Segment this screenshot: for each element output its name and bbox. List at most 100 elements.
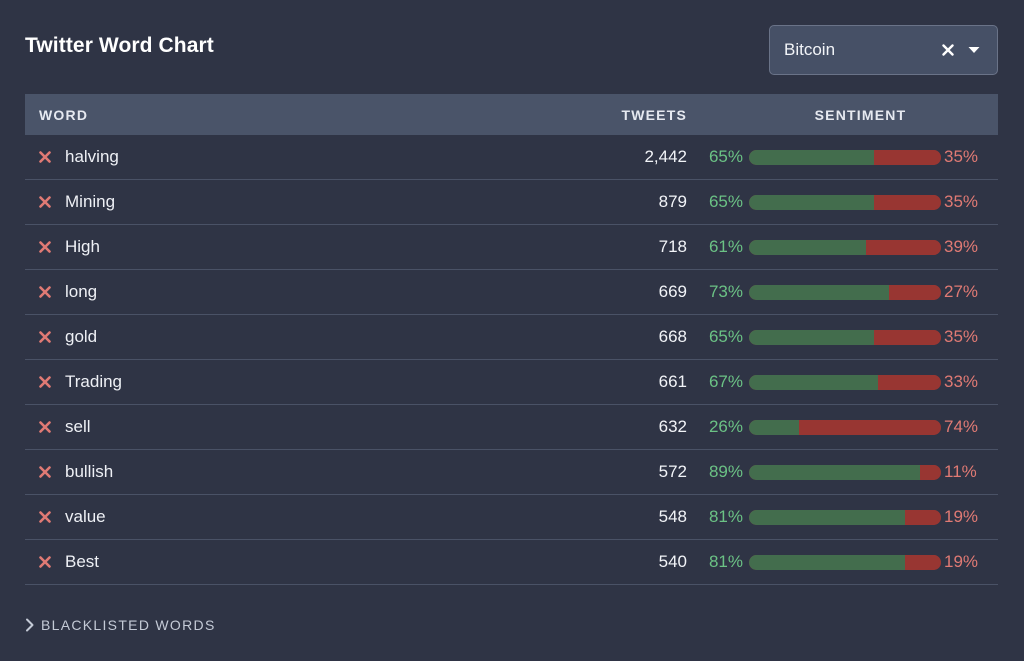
remove-word-icon[interactable] (25, 405, 65, 450)
positive-percent: 81% (708, 552, 743, 571)
sentiment-bar-negative (889, 284, 941, 300)
header-word[interactable]: WORD (39, 106, 89, 123)
negative-percent: 19% (944, 507, 979, 526)
table-row: value 548 81% 19% (25, 495, 998, 540)
remove-word-icon[interactable] (25, 315, 65, 360)
positive-percent: 89% (708, 462, 743, 481)
sentiment-bar-positive (749, 284, 890, 300)
word-cell: halving (65, 147, 119, 166)
table-row: High 718 61% 39% (25, 225, 998, 270)
table-row: long 669 73% 27% (25, 270, 998, 315)
negative-percent: 11% (944, 462, 977, 481)
chevron-right-icon (25, 617, 39, 633)
sentiment-bar-positive (749, 419, 799, 435)
sentiment-bar-negative (919, 464, 941, 480)
remove-word-icon[interactable] (25, 135, 65, 180)
blacklisted-words-label: BLACKLISTED WORDS (41, 617, 216, 633)
sentiment-bar (749, 284, 941, 300)
tweets-cell: 572 (658, 462, 687, 481)
negative-percent: 35% (944, 192, 979, 211)
word-cell: value (65, 507, 106, 526)
remove-word-icon[interactable] (25, 270, 65, 315)
sentiment-bar-negative (866, 239, 941, 255)
positive-percent: 65% (708, 192, 743, 211)
coin-select-value: Bitcoin (784, 40, 836, 59)
sentiment-bar-positive (749, 554, 905, 570)
positive-percent: 65% (708, 147, 743, 166)
negative-percent: 33% (944, 372, 979, 391)
sentiment-cell: 65% 35% (687, 327, 998, 347)
word-cell: sell (65, 417, 91, 436)
remove-word-icon[interactable] (25, 495, 65, 540)
caret-down-icon[interactable] (965, 39, 983, 61)
positive-percent: 73% (708, 282, 743, 301)
page-title: Twitter Word Chart (25, 34, 214, 57)
sentiment-bar-negative (877, 374, 941, 390)
negative-percent: 27% (944, 282, 979, 301)
remove-word-icon[interactable] (25, 450, 65, 495)
sentiment-bar (749, 329, 941, 345)
table-row: bullish 572 89% 11% (25, 450, 998, 495)
sentiment-bar-negative (904, 554, 941, 570)
coin-select[interactable]: Bitcoin (769, 25, 998, 75)
tweets-cell: 540 (658, 552, 687, 571)
word-cell: Trading (65, 372, 123, 391)
table-row: Mining 879 65% 35% (25, 180, 998, 225)
sentiment-bar-positive (749, 149, 874, 165)
sentiment-bar-positive (749, 329, 874, 345)
negative-percent: 19% (944, 552, 979, 571)
sentiment-bar-positive (749, 374, 878, 390)
positive-percent: 67% (708, 372, 743, 391)
word-cell: Mining (65, 192, 116, 211)
tweets-cell: 669 (658, 282, 687, 301)
sentiment-bar (749, 464, 941, 480)
sentiment-cell: 61% 39% (687, 237, 998, 257)
table-body: halving 2,442 65% 35% Mining 879 65% 35% High 718… (25, 135, 998, 585)
sentiment-cell: 81% 19% (687, 507, 998, 527)
sentiment-bar (749, 194, 941, 210)
table-row: Trading 661 67% 33% (25, 360, 998, 405)
tweets-cell: 668 (658, 327, 687, 346)
header-sentiment[interactable]: SENTIMENT (814, 106, 907, 123)
sentiment-bar-positive (749, 464, 920, 480)
sentiment-cell: 81% 19% (687, 552, 998, 572)
sentiment-cell: 65% 35% (687, 147, 998, 167)
sentiment-bar (749, 509, 941, 525)
blacklisted-words-toggle[interactable]: BLACKLISTED WORDS (25, 617, 216, 633)
tweets-cell: 548 (658, 507, 687, 526)
remove-word-icon[interactable] (25, 540, 65, 585)
table-row: gold 668 65% 35% (25, 315, 998, 360)
header-tweets[interactable]: TWEETS (621, 106, 687, 123)
close-icon[interactable] (937, 39, 959, 61)
sentiment-bar-negative (798, 419, 941, 435)
sentiment-cell: 89% 11% (687, 462, 998, 482)
sentiment-bar-positive (749, 509, 905, 525)
word-cell: Best (65, 552, 100, 571)
sentiment-cell: 65% 35% (687, 192, 998, 212)
word-cell: High (65, 237, 100, 256)
sentiment-bar (749, 239, 941, 255)
positive-percent: 65% (708, 327, 743, 346)
sentiment-cell: 26% 74% (687, 417, 998, 437)
sentiment-bar-negative (873, 194, 941, 210)
sentiment-bar (749, 419, 941, 435)
remove-word-icon[interactable] (25, 225, 65, 270)
word-table: WORD TWEETS SENTIMENT halving 2,442 65% 35%… (25, 94, 998, 585)
table-header: WORD TWEETS SENTIMENT (25, 94, 998, 135)
table-row: Best 540 81% 19% (25, 540, 998, 585)
tweets-cell: 661 (658, 372, 687, 391)
negative-percent: 35% (944, 327, 979, 346)
sentiment-bar (749, 554, 941, 570)
sentiment-cell: 67% 33% (687, 372, 998, 392)
positive-percent: 26% (708, 417, 743, 436)
positive-percent: 81% (708, 507, 743, 526)
sentiment-bar (749, 374, 941, 390)
sentiment-cell: 73% 27% (687, 282, 998, 302)
word-cell: gold (65, 327, 98, 346)
remove-word-icon[interactable] (25, 360, 65, 405)
sentiment-bar-negative (873, 329, 941, 345)
remove-word-icon[interactable] (25, 180, 65, 225)
sentiment-bar-negative (873, 149, 941, 165)
word-cell: long (65, 282, 98, 301)
sentiment-bar-positive (749, 194, 874, 210)
